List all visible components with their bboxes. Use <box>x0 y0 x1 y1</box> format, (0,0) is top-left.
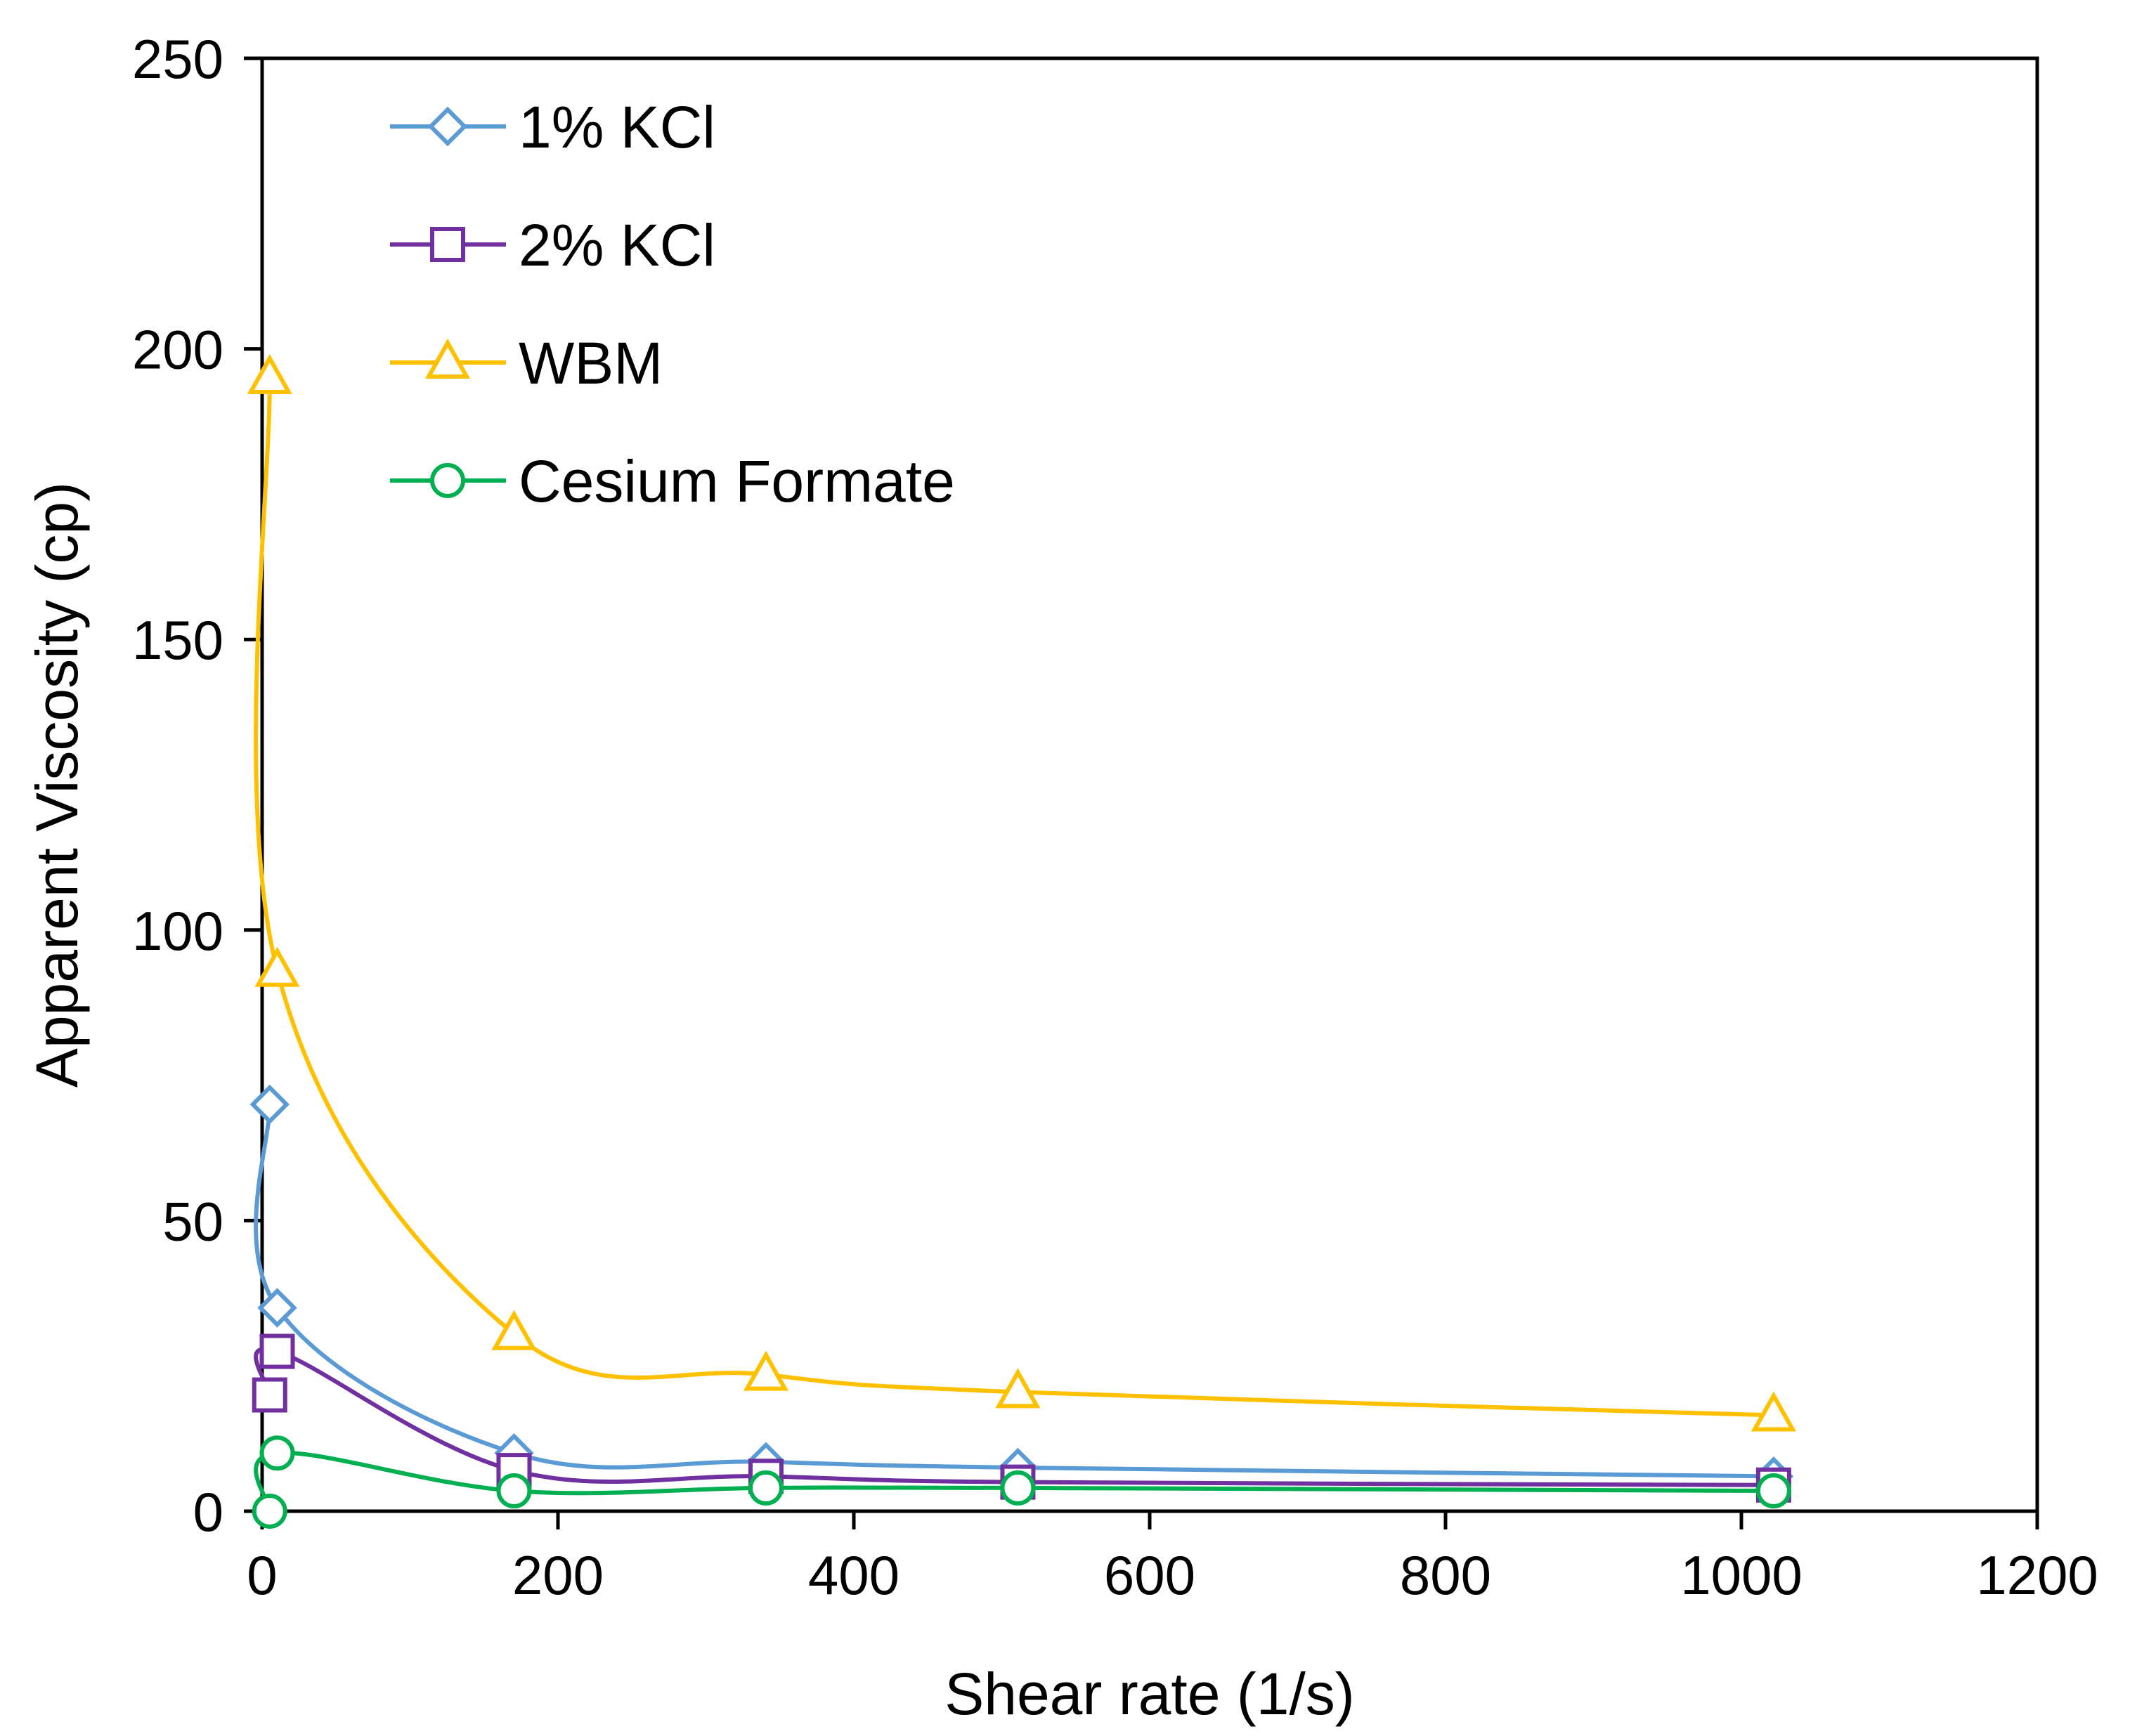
data-point <box>252 1494 287 1529</box>
x-tick-label: 600 <box>1104 1544 1195 1606</box>
data-point <box>491 1310 537 1350</box>
x-axis: 0 200 400 600 800 1000 1200 <box>247 1511 2098 1606</box>
legend-item: 2% KCl <box>390 212 715 278</box>
data-point <box>249 1084 290 1125</box>
y-tick-label: 0 <box>193 1481 223 1543</box>
data-point <box>1755 1473 1791 1509</box>
y-tick-label: 100 <box>132 900 223 962</box>
legend-item: 1% KCl <box>390 94 715 160</box>
data-point <box>252 1377 287 1413</box>
y-tick-label: 50 <box>162 1190 223 1252</box>
data-point <box>995 1368 1041 1409</box>
y-axis-title: Apparent Viscosity (cp) <box>24 482 90 1088</box>
series-layer <box>247 353 1797 1529</box>
x-tick-label: 0 <box>247 1544 277 1606</box>
data-point <box>748 1470 784 1506</box>
series-3 <box>252 1435 1791 1529</box>
x-axis-title: Shear rate (1/s) <box>944 1661 1355 1727</box>
series-line <box>254 1104 1774 1479</box>
data-point <box>1000 1470 1036 1506</box>
data-point <box>259 1333 295 1369</box>
y-tick-label: 200 <box>132 319 223 381</box>
y-axis: 0 50 100 150 200 250 <box>132 28 262 1543</box>
series-0 <box>249 1084 1794 1496</box>
x-tick-label: 200 <box>512 1544 604 1606</box>
legend-marker <box>424 338 471 379</box>
legend: 1% KCl 2% KCl WBM Cesium Formate <box>390 94 955 514</box>
legend-item: WBM <box>390 330 663 396</box>
series-line <box>254 377 1774 1418</box>
data-point <box>247 353 292 394</box>
legend-marker <box>430 227 465 262</box>
x-tick-label: 400 <box>808 1544 900 1606</box>
legend-label: WBM <box>519 330 663 396</box>
data-point <box>743 1350 789 1391</box>
legend-label: Cesium Formate <box>519 448 955 514</box>
legend-marker <box>427 106 468 147</box>
x-tick-label: 1000 <box>1680 1544 1803 1606</box>
data-point <box>254 946 300 987</box>
legend-label: 2% KCl <box>519 212 715 278</box>
y-tick-label: 150 <box>132 609 223 671</box>
legend-label: 1% KCl <box>519 94 715 160</box>
x-tick-label: 1200 <box>1976 1544 2098 1606</box>
series-2 <box>247 353 1797 1432</box>
data-point <box>259 1435 295 1471</box>
data-point <box>496 1473 532 1509</box>
x-tick-label: 800 <box>1400 1544 1491 1606</box>
data-point <box>1751 1391 1797 1432</box>
data-point <box>257 1288 297 1328</box>
legend-item: Cesium Formate <box>390 448 955 514</box>
legend-marker <box>430 463 465 498</box>
y-tick-label: 250 <box>132 28 223 90</box>
